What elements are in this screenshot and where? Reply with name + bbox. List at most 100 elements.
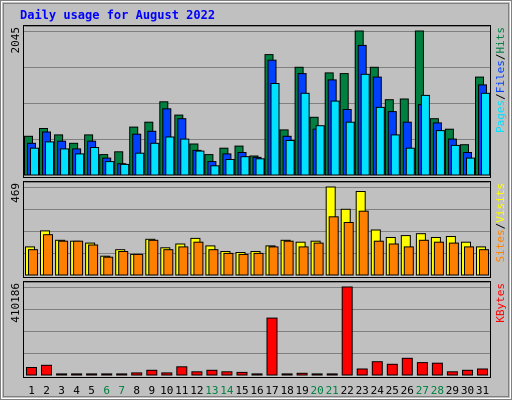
bar-pages-day-19 xyxy=(300,92,310,176)
series-kbytes xyxy=(26,286,488,376)
bar-kbytes-day-22 xyxy=(341,286,353,376)
bar-sites-day-21 xyxy=(328,216,339,276)
bar-pages-day-7 xyxy=(120,163,130,176)
bar-sites-day-30 xyxy=(464,246,474,276)
bar-sites-day-7 xyxy=(118,251,129,276)
bar-pages-day-1 xyxy=(30,147,39,176)
legend-item: Hits xyxy=(494,27,507,54)
bar-sites-day-13 xyxy=(208,249,219,276)
bar-kbytes-day-1 xyxy=(26,367,37,376)
series-sites xyxy=(28,210,489,276)
bar-sites-day-9 xyxy=(148,239,159,276)
bar-kbytes-day-14 xyxy=(221,371,233,376)
legend-item: Pages xyxy=(494,100,507,133)
legend-item: / xyxy=(494,223,507,230)
bar-pages-day-21 xyxy=(330,100,340,176)
bar-pages-day-5 xyxy=(90,147,100,176)
bar-kbytes-day-31 xyxy=(477,368,488,376)
bar-sites-day-26 xyxy=(403,246,414,276)
bar-pages-day-26 xyxy=(405,147,415,176)
panel-hits-files-pages: 2045 Pages/Files/Hits xyxy=(9,25,507,178)
bar-sites-day-18 xyxy=(283,240,294,276)
x-tick-label: 29 xyxy=(446,384,459,397)
bar-pages-day-25 xyxy=(390,134,400,176)
bar-sites-day-15 xyxy=(238,253,249,276)
bar-sites-day-29 xyxy=(448,242,459,276)
bar-pages-day-12 xyxy=(195,150,205,176)
bar-kbytes-day-2 xyxy=(41,364,52,376)
bar-kbytes-day-16 xyxy=(251,373,263,376)
bar-pages-day-11 xyxy=(180,138,190,176)
bar-sites-day-8 xyxy=(133,253,144,276)
x-tick-label: 2 xyxy=(43,384,50,397)
bar-pages-day-10 xyxy=(165,136,175,176)
bar-kbytes-day-4 xyxy=(71,373,83,376)
x-tick-label: 16 xyxy=(250,384,263,397)
x-tick-label: 28 xyxy=(431,384,444,397)
bar-kbytes-day-23 xyxy=(356,368,368,376)
bar-pages-day-14 xyxy=(225,159,235,176)
bar-pages-day-13 xyxy=(210,165,220,176)
bar-sites-day-4 xyxy=(73,240,84,276)
x-tick-label: 1 xyxy=(28,384,35,397)
bar-sites-day-24 xyxy=(373,240,384,276)
bar-sites-day-6 xyxy=(103,256,114,276)
bar-sites-day-31 xyxy=(479,249,489,276)
bar-kbytes-day-27 xyxy=(416,362,428,376)
bar-kbytes-day-10 xyxy=(161,372,173,376)
bar-pages-day-17 xyxy=(270,83,280,176)
x-tick-label: 30 xyxy=(461,384,474,397)
x-tick-label: 15 xyxy=(235,384,248,397)
bar-sites-day-2 xyxy=(43,234,53,276)
legend-item: Files xyxy=(494,60,507,93)
bar-sites-day-28 xyxy=(433,241,444,276)
x-tick-label: 10 xyxy=(160,384,173,397)
x-tick-label: 7 xyxy=(118,384,125,397)
legend-visits-sites: Sites/Visits xyxy=(494,183,507,263)
bar-kbytes-day-3 xyxy=(56,373,68,376)
x-tick-label: 26 xyxy=(401,384,414,397)
x-tick-label: 17 xyxy=(265,384,278,397)
bar-sites-day-20 xyxy=(313,242,324,276)
bar-kbytes-day-25 xyxy=(386,363,398,376)
legend-item: KBytes xyxy=(494,283,507,323)
x-tick-label: 18 xyxy=(280,384,293,397)
panel-kbytes: 410186 KBytes xyxy=(9,281,507,378)
bar-kbytes-day-17 xyxy=(266,317,278,376)
x-tick-label: 22 xyxy=(341,384,354,397)
x-tick-label: 9 xyxy=(148,384,155,397)
x-tick-label: 14 xyxy=(220,384,234,397)
bar-kbytes-day-5 xyxy=(86,373,98,376)
bar-sites-day-25 xyxy=(388,243,399,276)
bar-pages-day-4 xyxy=(75,153,85,176)
bar-pages-day-9 xyxy=(150,142,160,176)
x-tick-label: 25 xyxy=(386,384,399,397)
bar-kbytes-day-24 xyxy=(371,361,383,376)
bar-sites-day-10 xyxy=(163,249,174,276)
bar-sites-day-22 xyxy=(343,222,354,276)
y-max-label: 2045 xyxy=(9,27,22,54)
bar-pages-day-24 xyxy=(375,106,385,176)
bar-sites-day-14 xyxy=(223,252,234,276)
x-tick-label: 12 xyxy=(190,384,203,397)
bar-kbytes-day-29 xyxy=(446,371,458,376)
bar-pages-day-29 xyxy=(450,144,460,176)
legend-hits-files-pages: Pages/Files/Hits xyxy=(494,27,507,133)
bar-kbytes-day-13 xyxy=(206,369,218,376)
bar-kbytes-day-20 xyxy=(311,373,323,376)
bar-kbytes-day-21 xyxy=(326,373,338,376)
x-tick-label: 4 xyxy=(73,384,80,397)
x-tick-label: 6 xyxy=(103,384,110,397)
series-pages xyxy=(30,73,490,176)
bar-pages-day-28 xyxy=(435,130,445,176)
bar-pages-day-6 xyxy=(105,161,115,176)
x-tick-label: 8 xyxy=(133,384,140,397)
x-tick-label: 5 xyxy=(88,384,95,397)
x-axis: 1 2 3 4 5 6 7 8 9 10 11 12 13 14 15 16 17 18 19 20 21 22 23 24 2… xyxy=(28,384,489,397)
bar-sites-day-27 xyxy=(418,239,429,276)
bar-pages-day-27 xyxy=(420,94,430,176)
bar-kbytes-day-6 xyxy=(101,373,113,376)
outer-border-shadow xyxy=(3,3,509,397)
x-tick-label: 20 xyxy=(310,384,323,397)
